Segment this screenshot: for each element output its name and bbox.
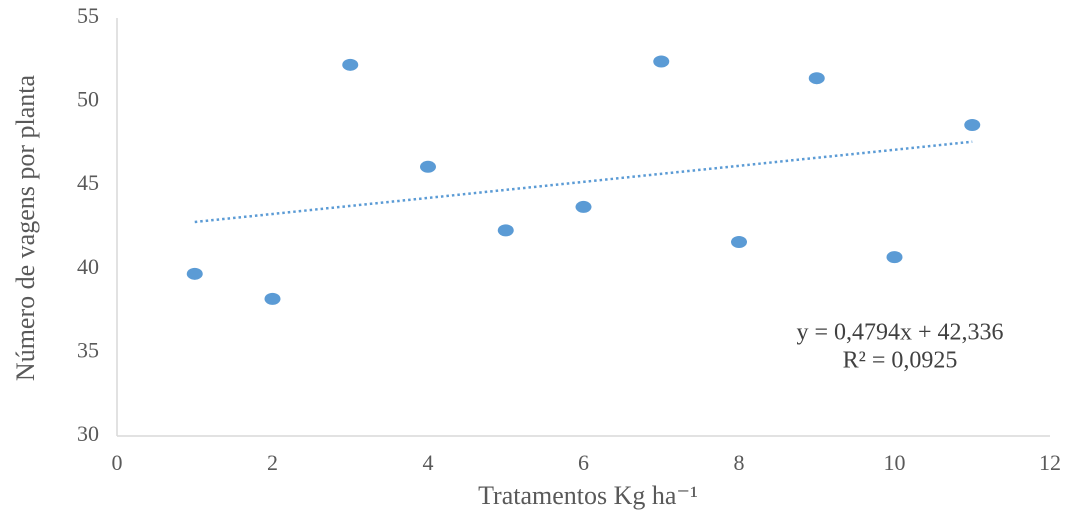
- point: [420, 160, 436, 173]
- point: [886, 251, 903, 264]
- x-tick-label: 10: [884, 450, 906, 475]
- y-tick-label: 55: [77, 3, 99, 28]
- x-axis-label: Tratamentos Kg ha⁻¹: [478, 481, 698, 510]
- trendline: [194, 140, 973, 224]
- x-tick-label: 8: [734, 450, 745, 475]
- y-tick-label: 45: [77, 170, 99, 195]
- point: [731, 236, 747, 249]
- point: [964, 119, 981, 132]
- x-tick-label: 4: [423, 450, 434, 475]
- y-tick-label: 40: [77, 254, 99, 279]
- x-tick-label: 2: [267, 450, 278, 475]
- x-tick-label: 0: [112, 450, 123, 475]
- point: [808, 72, 825, 85]
- point: [264, 292, 281, 305]
- x-tick-label: 6: [578, 450, 589, 475]
- point: [186, 267, 203, 280]
- point: [342, 58, 359, 71]
- point: [575, 200, 592, 213]
- r-squared: R² = 0,0925: [843, 348, 958, 374]
- trend-equation: y = 0,4794x + 42,336: [796, 320, 1003, 346]
- x-tick-label: 12: [1039, 450, 1061, 475]
- point: [497, 224, 514, 237]
- point: [653, 55, 670, 68]
- y-tick-label: 50: [77, 87, 99, 112]
- y-axis-label: Número de vagens por planta: [11, 74, 40, 381]
- y-tick-label: 30: [77, 421, 99, 446]
- y-tick-label: 35: [77, 337, 99, 362]
